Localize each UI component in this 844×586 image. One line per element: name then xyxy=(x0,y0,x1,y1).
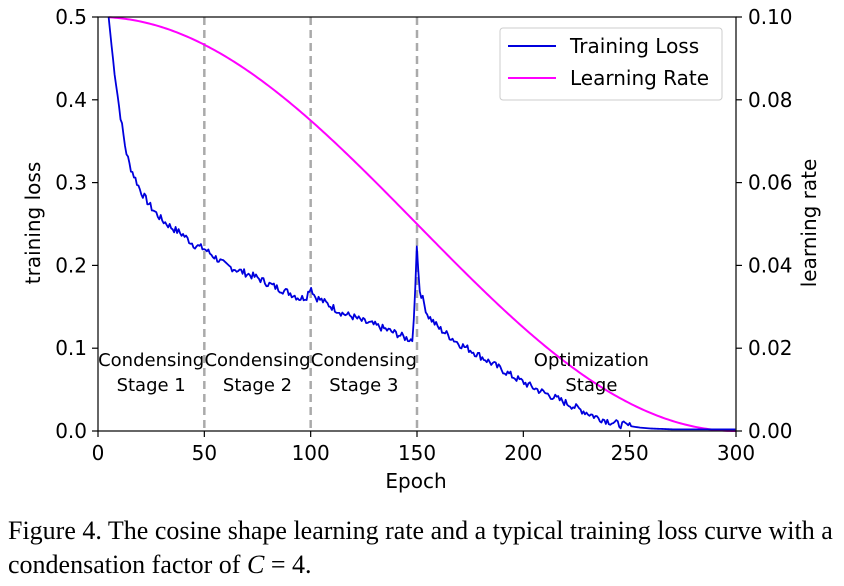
x-tick-label: 100 xyxy=(292,441,330,465)
stage-annotation: Condensing xyxy=(98,350,204,371)
y-right-tick-label: 0.06 xyxy=(748,171,793,195)
stage-annotation: Stage 1 xyxy=(117,375,186,396)
y-left-tick-label: 0.2 xyxy=(55,253,87,277)
y-right-tick-label: 0.08 xyxy=(748,88,793,112)
y-left-tick-label: 0.4 xyxy=(55,88,87,112)
training-loss-line xyxy=(107,16,736,431)
x-tick-label: 200 xyxy=(504,441,542,465)
x-tick-label: 0 xyxy=(92,441,105,465)
chart: 0 50 100 150 200 250 300 0.0 0.1 0.2 0.3 0.4 0.5 0.00… xyxy=(21,5,821,493)
y-axis-label-left: training loss xyxy=(21,162,45,284)
legend-label-learning-rate: Learning Rate xyxy=(570,66,709,90)
y-left-tick-label: 0.0 xyxy=(55,419,87,443)
caption-math-variable: C xyxy=(246,550,265,579)
y-right-tick-label: 0.04 xyxy=(748,253,793,277)
stage-annotation: Condensing xyxy=(204,350,310,371)
stage-annotation: Stage xyxy=(565,375,617,396)
y-right-tick-label: 0.00 xyxy=(748,419,793,443)
y-axis-label-right: learning rate xyxy=(797,159,821,288)
y-left-tick-label: 0.3 xyxy=(55,171,87,195)
caption-math-rest: = 4. xyxy=(264,550,312,579)
caption-text: Figure 4. The cosine shape learning rate… xyxy=(8,516,833,579)
stage-annotation: Stage 2 xyxy=(223,375,292,396)
x-tick-label: 250 xyxy=(611,441,649,465)
y-left-tick-label: 0.5 xyxy=(55,5,87,29)
y-right-tick-label: 0.10 xyxy=(748,5,793,29)
y-right-tick-label: 0.02 xyxy=(748,336,793,360)
figure-caption: Figure 4. The cosine shape learning rate… xyxy=(8,514,838,582)
x-axis-label: Epoch xyxy=(385,469,446,493)
x-tick-label: 150 xyxy=(398,441,436,465)
learning-rate-line xyxy=(108,16,737,432)
x-tick-label: 50 xyxy=(192,441,217,465)
y-left-tick-label: 0.1 xyxy=(55,336,87,360)
x-tick-label: 300 xyxy=(717,441,755,465)
stage-annotation: Optimization xyxy=(534,350,649,371)
stage-annotation: Condensing xyxy=(311,350,417,371)
legend: Training Loss Learning Rate xyxy=(499,27,723,101)
stage-annotation: Stage 3 xyxy=(329,375,398,396)
plot-area: 0 50 100 150 200 250 300 0.0 0.1 0.2 0.3 0.4 0.5 0.00… xyxy=(55,5,792,465)
legend-label-training-loss: Training Loss xyxy=(569,34,699,58)
